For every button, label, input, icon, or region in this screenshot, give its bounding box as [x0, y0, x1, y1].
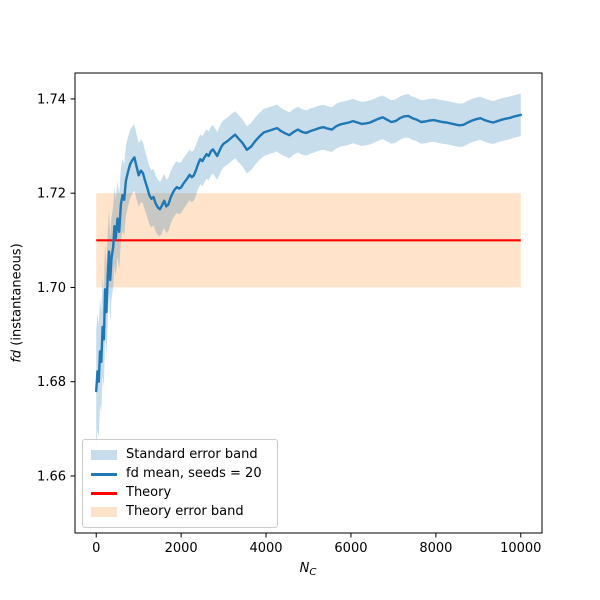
legend-entry: Standard error band — [91, 446, 269, 464]
y-tick-label: 1.68 — [37, 375, 66, 390]
legend-entry: Theory — [91, 484, 269, 502]
legend: Standard error band fd mean, seeds = 20 Th… — [82, 439, 278, 528]
line-icon — [91, 491, 117, 495]
legend-patch-swatch — [91, 450, 117, 460]
legend-patch-swatch — [91, 507, 117, 517]
x-axis-label: NC — [300, 561, 317, 578]
x-tick-label: 2000 — [165, 541, 198, 556]
legend-line-swatch — [91, 491, 117, 495]
y-tick-label: 1.70 — [37, 281, 66, 296]
mean-line — [94, 113, 522, 393]
y-tick-label: 1.66 — [37, 469, 66, 484]
x-axis-label-main: N — [299, 561, 310, 576]
y-axis-label: fd (instantaneous) — [10, 243, 25, 362]
legend-entry-label: Theory — [126, 485, 172, 500]
y-tick-label: 1.72 — [37, 187, 66, 202]
legend-entry-label: Theory error band — [126, 504, 244, 519]
legend-entry: Theory error band — [91, 503, 269, 521]
x-tick-label: 0 — [92, 541, 100, 556]
x-tick-label: 4000 — [249, 541, 282, 556]
x-tick-label: 6000 — [334, 541, 367, 556]
legend-entry-label: fd mean, seeds = 20 — [126, 466, 262, 481]
axes-spines — [74, 72, 543, 534]
x-axis-label-subscript: C — [309, 567, 317, 578]
x-tick-label: 8000 — [419, 541, 452, 556]
x-tick-label: 10000 — [500, 541, 541, 556]
standard-error-band — [96, 93, 521, 453]
patch-icon — [91, 507, 117, 517]
line-icon — [91, 472, 117, 476]
y-tick-label: 1.74 — [37, 92, 66, 107]
legend-entry-label: Standard error band — [126, 447, 258, 462]
y-axis-label-italic: fd — [9, 349, 25, 363]
patch-icon — [91, 450, 117, 460]
y-axis-label-rest: (instantaneous) — [9, 243, 25, 350]
legend-entry: fd mean, seeds = 20 — [91, 465, 269, 483]
legend-line-swatch — [91, 472, 117, 476]
